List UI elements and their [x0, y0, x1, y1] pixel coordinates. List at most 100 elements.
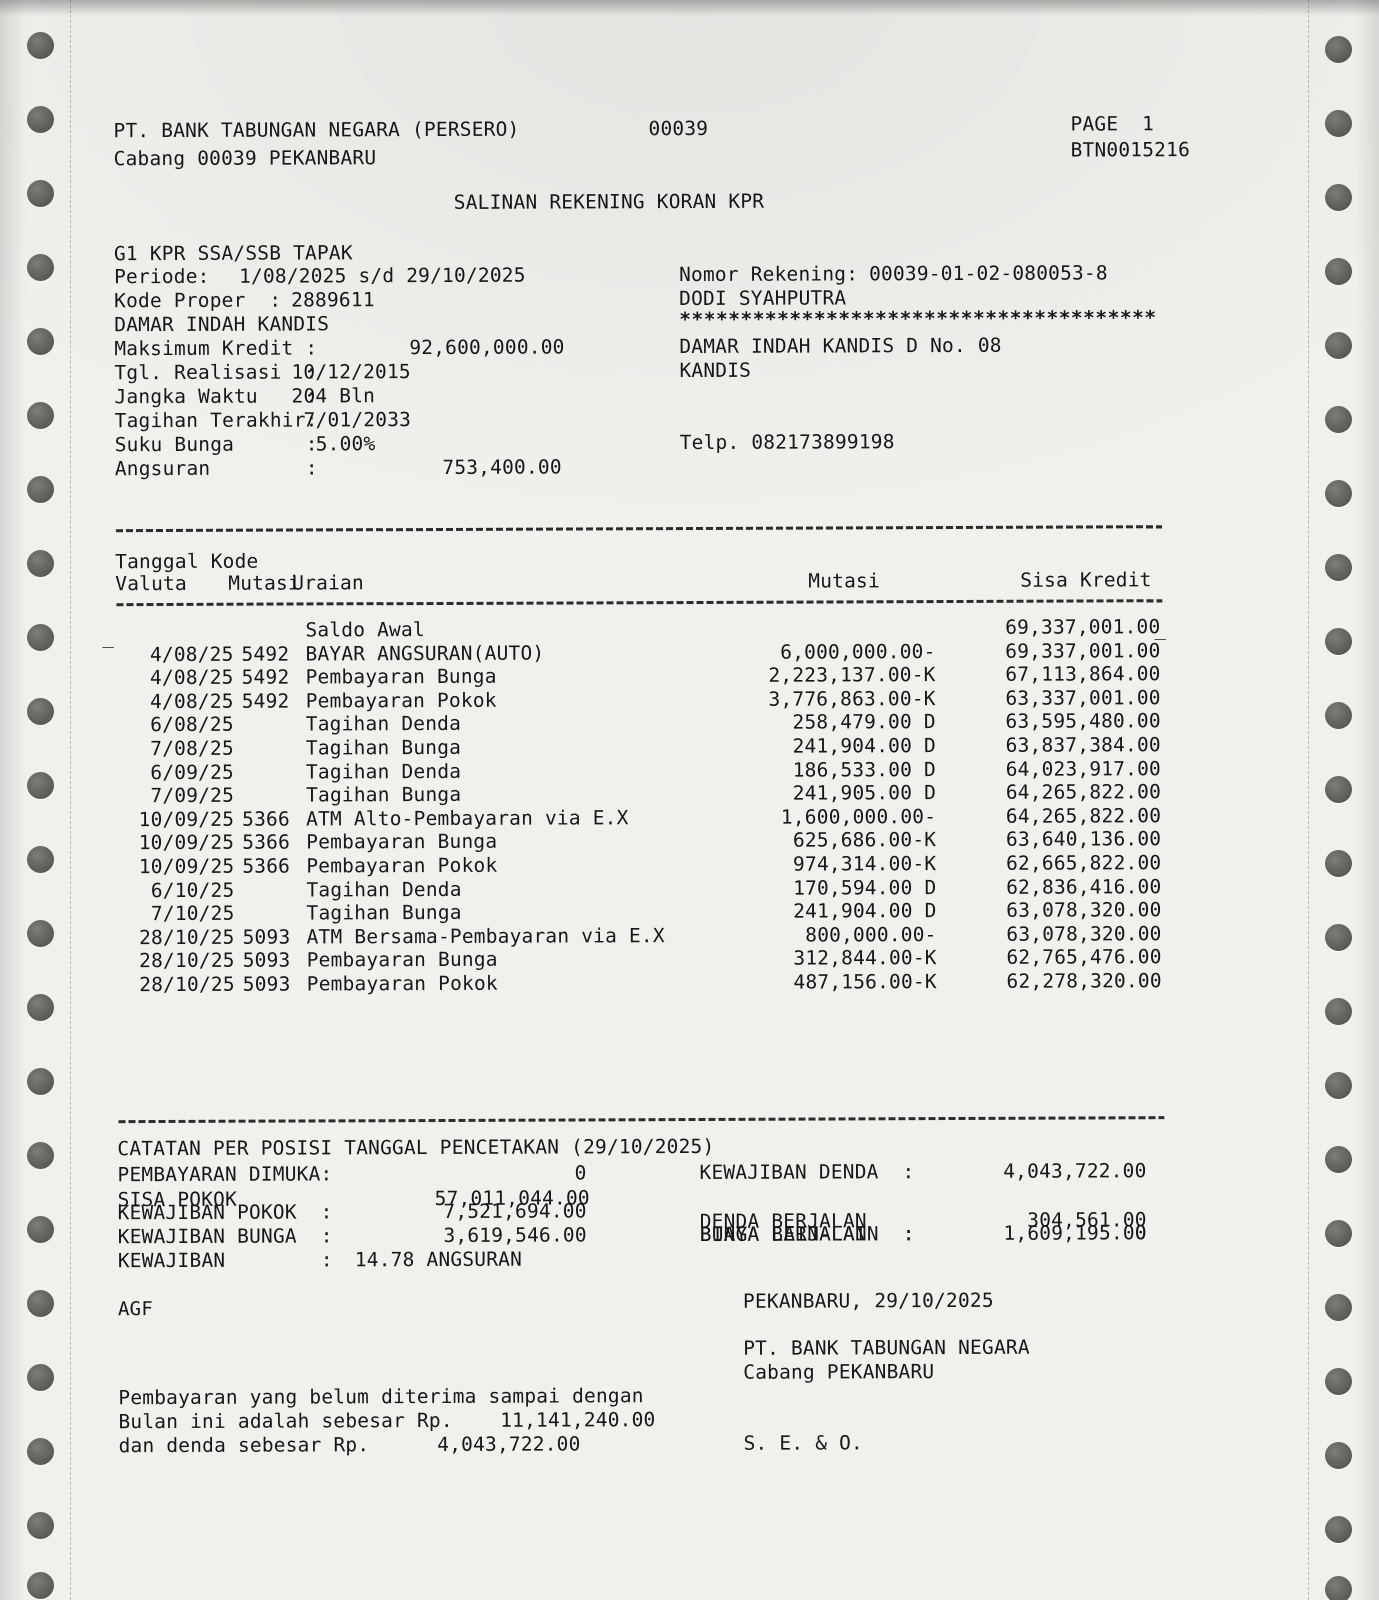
nomor-rekening-value: 00039-01-02-080053-8 [869, 261, 1108, 286]
cell-tanggal-valuta: 7/08/25 [150, 736, 234, 761]
cell-tanggal-valuta: 28/10/25 [139, 949, 235, 973]
cell-kode-mutasi: 5366 [242, 830, 291, 855]
cell-mutasi: 625,686.00-K [792, 828, 937, 852]
sprocket-hole [1325, 628, 1352, 655]
kewajiban-pokok-value: 7,521,694.00 [443, 1199, 587, 1223]
cell-sisa-kredit: 62,836,416.00 [1006, 874, 1162, 899]
sprocket-hole [27, 550, 54, 577]
document-title: SALINAN REKENING KORAN KPR [453, 189, 765, 214]
sprocket-hole [27, 180, 54, 207]
cell-sisa-kredit: 62,278,320.00 [1006, 969, 1162, 993]
cell-tanggal-valuta: 6/09/25 [150, 760, 235, 784]
cell-sisa-kredit: 63,337,001.00 [1005, 685, 1161, 710]
sprocket-hole [1325, 110, 1352, 137]
sprocket-hole [1325, 332, 1352, 359]
table-row: 28/10/25 5093 Pembayaran Pokok 487,156.00-K… [117, 969, 1177, 997]
cell-tanggal-valuta: 6/10/25 [150, 878, 235, 902]
sprocket-hole [27, 32, 54, 59]
sprocket-hole [1325, 776, 1352, 803]
bank-name: PT. BANK TABUNGAN NEGARA (PERSERO) [113, 117, 520, 143]
cell-mutasi: 800,000.00- [805, 922, 937, 947]
cell-uraian: Pembayaran Bunga [306, 948, 498, 972]
footer-bank-name: PT. BANK TABUNGAN NEGARA [743, 1335, 1030, 1360]
cell-sisa-kredit: 69,337,001.00 [1005, 638, 1161, 663]
footer-bank-branch: Cabang PEKANBARU [743, 1360, 935, 1384]
sprocket-hole [27, 772, 54, 799]
cell-tanggal-valuta: 10/09/25 [138, 831, 235, 855]
cell-mutasi: 6,000,000.00- [780, 639, 936, 664]
pembayaran-dimuka-label: PEMBAYARAN DIMUKA: [117, 1162, 333, 1187]
cell-uraian: Pembayaran Pokok [306, 853, 498, 878]
cell-mutasi: 241,905.00 D [792, 781, 937, 805]
sprocket-hole [27, 1142, 54, 1169]
sprocket-hole [27, 1290, 54, 1317]
overprinted-row-sisa-pokok: SISA POKOK 57,011,044.00 KEWAJIBAN POKOK… [118, 1186, 618, 1225]
place-and-date: PEKANBARU, 29/10/2025 [742, 1288, 994, 1313]
tractor-feed-strip-right [1307, 0, 1379, 1600]
tagihan-terakhir-label: Tagihan Terakhir: [114, 408, 318, 433]
cell-mutasi: 241,904.00 D [793, 899, 937, 923]
sprocket-hole [27, 1512, 54, 1539]
kewajiban-label: KEWAJIBAN : [117, 1248, 333, 1273]
jangka-waktu-value: 204 Bln [291, 384, 376, 408]
branch-name: Cabang 00039 PEKANBARU [113, 146, 377, 171]
kewajiban-denda-label: KEWAJIBAN DENDA : [699, 1160, 915, 1184]
cell-sisa-kredit: 64,265,822.00 [1005, 780, 1162, 804]
sprocket-hole [27, 994, 54, 1021]
jangka-waktu-label: Jangka Waktu : [114, 384, 318, 409]
sprocket-hole [27, 846, 54, 873]
table-header-valuta: Valuta [115, 571, 187, 596]
cell-sisa-kredit: 67,113,864.00 [1005, 662, 1161, 686]
period-label: Periode: [114, 264, 210, 289]
cell-tanggal-valuta: 10/09/25 [138, 854, 235, 879]
sprocket-hole [1325, 184, 1352, 211]
table-header-mutasi-code: Mutasi [228, 571, 300, 595]
cell-uraian: Pembayaran Pokok [305, 688, 497, 713]
cell-tanggal-valuta: 6/08/25 [150, 713, 234, 737]
cell-sisa-kredit: 64,023,917.00 [1005, 756, 1161, 781]
note-line-3-label: dan denda sebesar Rp. [118, 1433, 370, 1458]
cell-uraian: Tagihan Denda [305, 759, 462, 784]
cell-mutasi: 487,156.00-K [793, 969, 937, 994]
summary-top-rule [118, 1116, 1165, 1124]
sprocket-hole [27, 402, 54, 429]
sprocket-hole [27, 1216, 54, 1243]
sprocket-hole [27, 698, 54, 725]
cell-mutasi: 974,314.00-K [792, 851, 937, 876]
nomor-rekening-label: Nomor Rekening: [679, 262, 859, 287]
cell-tanggal-valuta: 7/10/25 [150, 901, 235, 926]
sprocket-hole [1325, 1146, 1352, 1173]
cell-uraian: Tagihan Denda [306, 877, 462, 902]
sprocket-hole [1325, 1576, 1352, 1600]
sprocket-hole [1325, 554, 1352, 581]
tractor-feed-strip-left [0, 0, 72, 1600]
transaction-table: Saldo Awal 69,337,001.00 4/08/25 5492 BAYAR … [115, 615, 1176, 997]
table-header-sisa-kredit: Sisa Kredit [1020, 568, 1152, 592]
note-line-2-label: Bulan ini adalah sebesar Rp. [118, 1408, 453, 1434]
note-line-2-value: 11,141,240.00 [500, 1408, 656, 1432]
seo-note: S. E. & O. [743, 1431, 863, 1455]
cell-uraian: Tagihan Bunga [306, 901, 462, 925]
cell-sisa-kredit: 63,595,480.00 [1005, 709, 1161, 734]
kewajiban-denda-value: 4,043,722.00 [1003, 1159, 1147, 1183]
sprocket-hole [1325, 702, 1352, 729]
sprocket-hole [1325, 1072, 1352, 1099]
product-name: G1 KPR SSA/SSB TAPAK [113, 241, 353, 266]
sprocket-hole [1325, 924, 1352, 951]
pembayaran-dimuka-value: 0 [574, 1161, 587, 1185]
sprocket-hole [1325, 1368, 1352, 1395]
kewajiban-bunga-label: KEWAJIBAN BUNGA : [117, 1224, 333, 1249]
form-code: BTN0015216 [1070, 138, 1191, 162]
cell-uraian: Tagihan Denda [305, 712, 462, 736]
cell-mutasi: 170,594.00 D [793, 875, 937, 900]
cell-uraian: BAYAR ANGSURAN(AUTO) [305, 641, 545, 666]
cell-uraian: ATM Alto-Pembayaran via E.X [306, 805, 629, 831]
cell-sisa-kredit: 63,078,320.00 [1006, 898, 1162, 922]
cell-sisa-kredit: 64,265,822.00 [1005, 803, 1162, 828]
cell-tanggal-valuta: 28/10/25 [139, 925, 235, 949]
note-line-3-value: 4,043,722.00 [437, 1432, 581, 1456]
address-line-2: KANDIS [679, 358, 752, 383]
kode-proper-label: Kode Proper : [114, 288, 282, 313]
cell-uraian: Pembayaran Bunga [305, 664, 497, 689]
